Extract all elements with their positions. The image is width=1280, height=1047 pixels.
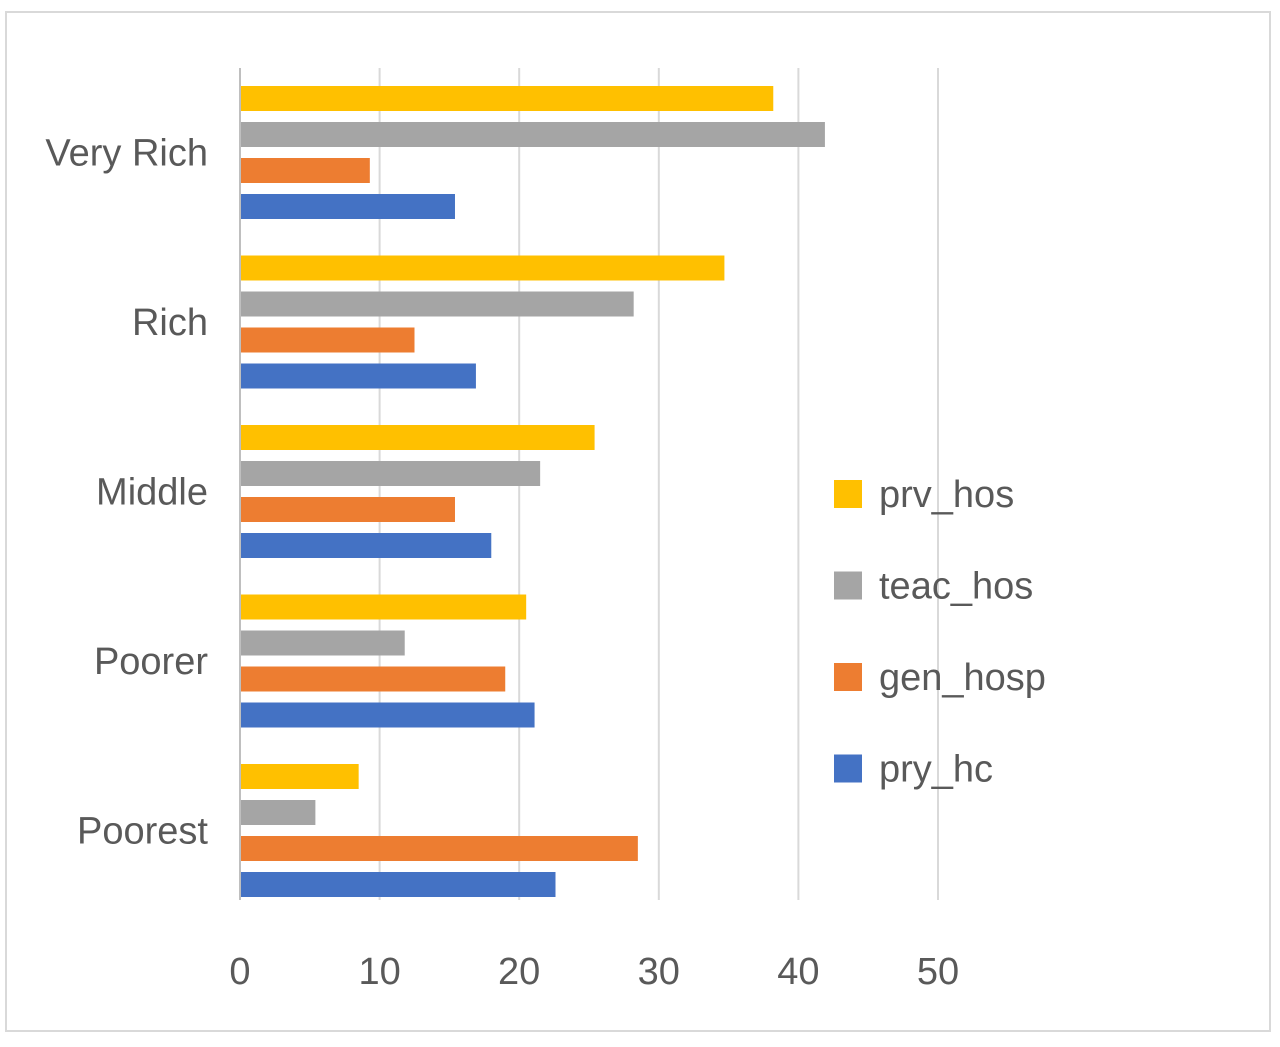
- bar-teac_hos: [240, 122, 825, 147]
- bar-prv_hos: [240, 425, 595, 450]
- bar-prv_hos: [240, 255, 725, 281]
- x-tick-label: 50: [917, 951, 959, 993]
- bars: [240, 86, 825, 897]
- category-label: Poorest: [77, 811, 208, 853]
- bar-teac_hos: [240, 630, 405, 656]
- bar-pry_hc: [240, 872, 556, 897]
- legend-label-teac_hos: teac_hos: [879, 566, 1033, 608]
- x-tick-label: 10: [358, 951, 400, 993]
- bar-gen_hosp: [240, 666, 506, 692]
- bar-prv_hos: [240, 764, 359, 789]
- bar-pry_hc: [240, 533, 492, 558]
- category-label: Very Rich: [45, 133, 208, 175]
- bar-teac_hos: [240, 461, 541, 486]
- legend: prv_hos teac_hos gen_hosp pry_hc: [834, 474, 1046, 791]
- bar-gen_hosp: [240, 327, 415, 353]
- bar-prv_hos: [240, 86, 774, 111]
- category-labels: Very Rich Rich Middle Poorer Poorest: [45, 133, 208, 853]
- bar-pry_hc: [240, 702, 535, 728]
- chart-frame: [5, 11, 1271, 1032]
- bar-gen_hosp: [240, 497, 455, 522]
- bar-pry_hc: [240, 194, 455, 219]
- x-tick-label: 0: [229, 951, 250, 993]
- bar-prv_hos: [240, 594, 527, 620]
- bar-gen_hosp: [240, 836, 638, 861]
- legend-swatch-pry_hc: [834, 754, 862, 783]
- legend-swatch-gen_hosp: [834, 663, 862, 691]
- legend-swatch-prv_hos: [834, 480, 862, 508]
- bar-gen_hosp: [240, 158, 370, 183]
- category-label: Rich: [132, 302, 208, 344]
- legend-label-pry_hc: pry_hc: [879, 749, 993, 791]
- x-tick-label: 30: [638, 951, 680, 993]
- x-tick-label: 40: [777, 951, 819, 993]
- x-tick-labels: 0 10 20 30 40 50: [229, 951, 959, 993]
- category-label: Poorer: [94, 641, 208, 683]
- x-tick-label: 20: [498, 951, 540, 993]
- bar-pry_hc: [240, 363, 476, 389]
- legend-label-gen_hosp: gen_hosp: [879, 657, 1046, 699]
- bar-teac_hos: [240, 291, 634, 317]
- category-label: Middle: [96, 472, 208, 514]
- legend-label-prv_hos: prv_hos: [879, 474, 1014, 516]
- bar-teac_hos: [240, 800, 316, 825]
- legend-swatch-teac_hos: [834, 571, 862, 600]
